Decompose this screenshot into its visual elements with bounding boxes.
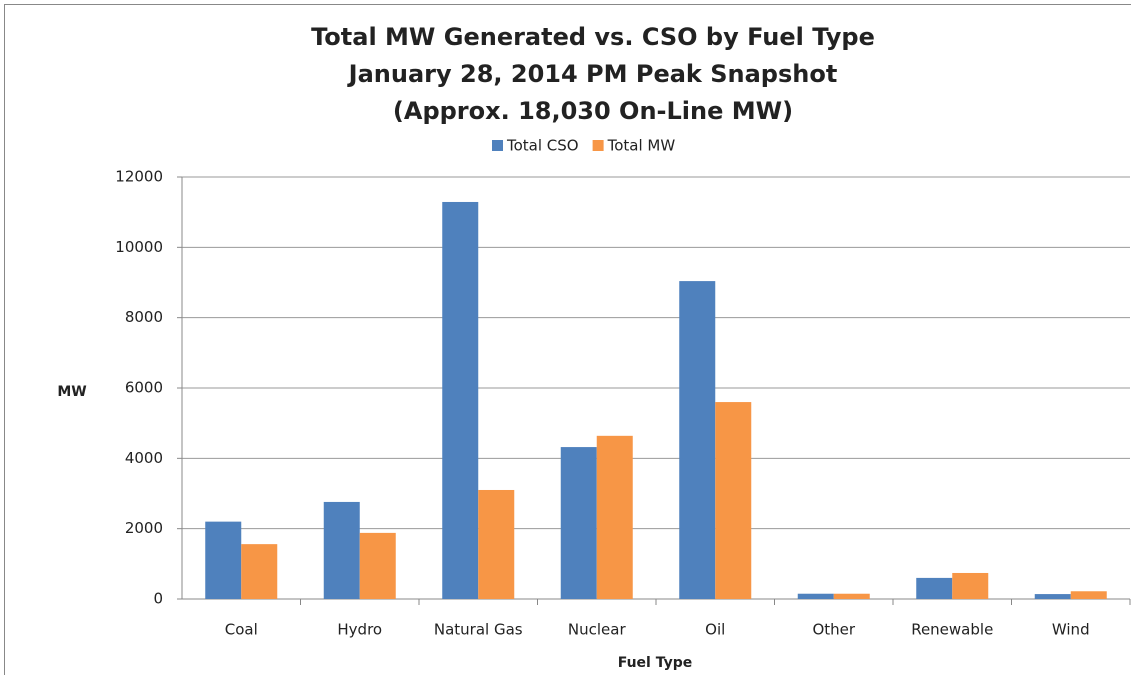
x-tick-label: Natural Gas — [434, 621, 523, 639]
bar — [442, 201, 479, 600]
legend-label: Total MW — [607, 137, 676, 155]
y-tick-label: 10000 — [115, 238, 163, 256]
x-tick-label: Oil — [705, 621, 725, 639]
x-tick-label: Wind — [1052, 621, 1090, 639]
bar — [833, 593, 870, 599]
y-tick-label: 8000 — [125, 308, 163, 326]
bar — [560, 447, 597, 599]
bar — [205, 521, 242, 599]
x-axis-title: Fuel Type — [618, 655, 693, 671]
x-tick-label: Coal — [225, 621, 258, 639]
bar — [478, 489, 515, 599]
y-axis-title: MW — [57, 384, 86, 400]
bar — [1034, 594, 1071, 599]
bar — [596, 435, 633, 599]
x-tick-label: Renewable — [911, 621, 993, 639]
bar — [797, 593, 834, 599]
chart-border — [4, 4, 1131, 675]
bar — [952, 572, 989, 599]
chart-title: Total MW Generated vs. CSO by Fuel Type — [311, 23, 875, 51]
bar — [679, 281, 716, 599]
x-tick-label: Other — [812, 621, 855, 639]
bar — [241, 544, 278, 599]
bar — [916, 577, 953, 599]
legend-swatch — [492, 140, 503, 151]
x-tick-label: Hydro — [337, 621, 382, 639]
bar — [323, 501, 360, 599]
bar — [359, 532, 396, 599]
bar — [715, 402, 752, 599]
chart-title: (Approx. 18,030 On-Line MW) — [393, 97, 793, 125]
y-tick-label: 0 — [153, 590, 163, 608]
y-tick-label: 4000 — [125, 449, 163, 467]
legend-label: Total CSO — [506, 137, 579, 155]
legend-swatch — [592, 140, 604, 151]
bar — [1070, 591, 1107, 599]
chart-title: January 28, 2014 PM Peak Snapshot — [347, 60, 838, 88]
y-tick-label: 6000 — [125, 379, 163, 397]
y-tick-label: 2000 — [125, 519, 163, 537]
y-tick-label: 12000 — [115, 168, 163, 186]
x-tick-label: Nuclear — [568, 621, 627, 639]
